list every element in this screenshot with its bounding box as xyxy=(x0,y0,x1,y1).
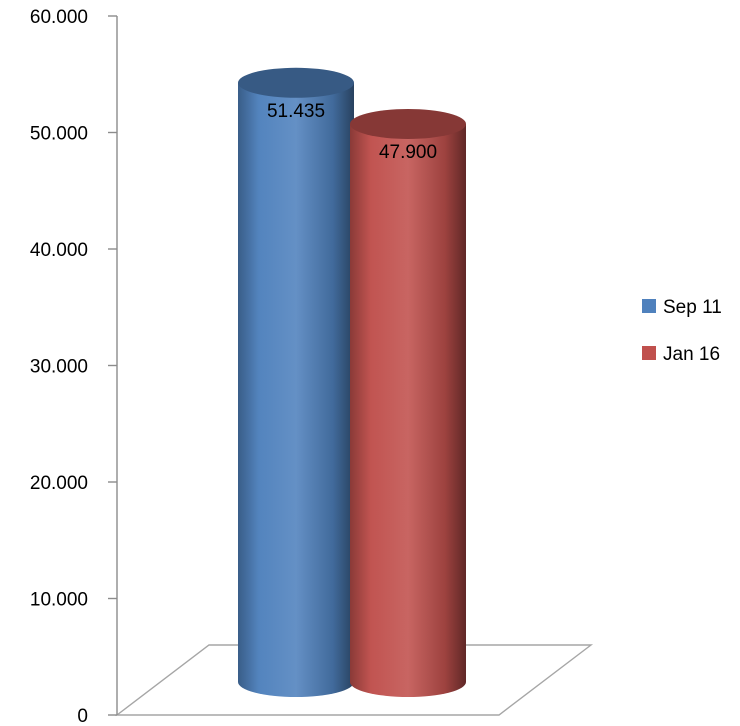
data-label: 47.900 xyxy=(379,142,437,163)
legend-label: Jan 16 xyxy=(663,344,720,365)
y-tick-label: 20.000 xyxy=(30,473,88,494)
y-tick-label: 50.000 xyxy=(30,124,88,145)
y-tick-label: 60.000 xyxy=(30,7,88,28)
cylinder-body xyxy=(238,82,354,698)
bar-jan-16: 47.900 xyxy=(350,108,466,698)
y-tick-label: 30.000 xyxy=(30,357,88,378)
cylinder-top xyxy=(350,108,466,139)
legend-label: Sep 11 xyxy=(663,297,722,318)
legend: Sep 11 Jan 16 xyxy=(642,297,722,365)
y-axis: 0 10.000 20.000 30.000 40.000 50.000 60.000 xyxy=(30,7,118,726)
y-tick-label: 40.000 xyxy=(30,240,88,261)
legend-swatch xyxy=(642,299,656,313)
plot-area: 51.435 47.900 xyxy=(238,67,466,698)
legend-swatch xyxy=(642,346,656,360)
data-label: 51.435 xyxy=(267,101,325,122)
y-tick-label: 10.000 xyxy=(30,590,88,611)
y-tick-label: 0 xyxy=(77,706,88,726)
cylinder-body xyxy=(350,123,466,698)
cylinder-top xyxy=(238,67,354,98)
bar-sep-11: 51.435 xyxy=(238,67,354,698)
